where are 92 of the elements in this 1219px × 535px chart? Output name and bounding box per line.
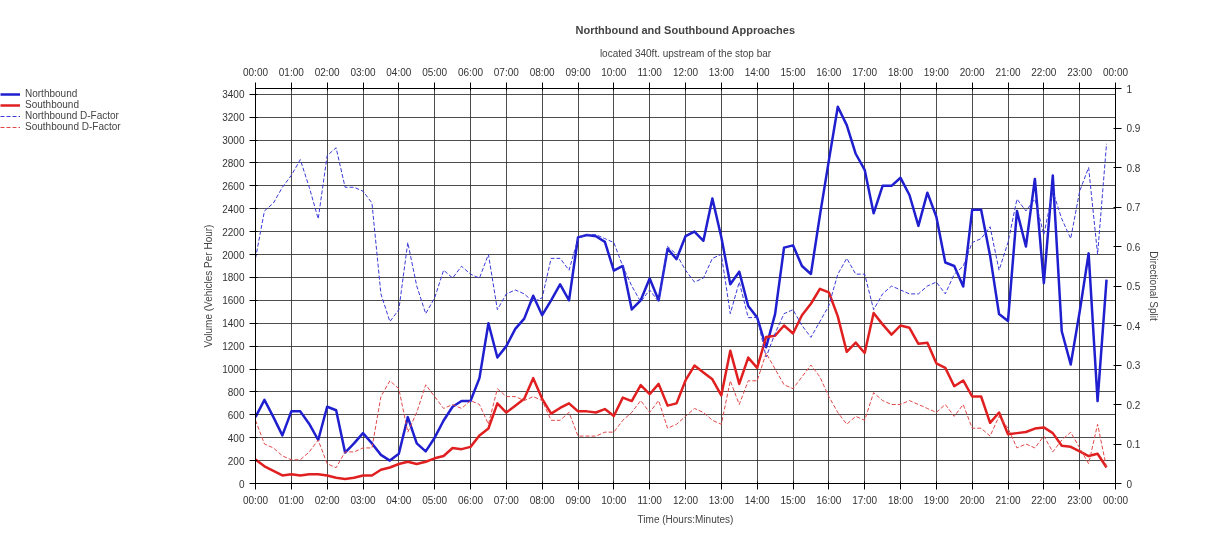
- x2-tick-label: 01:00: [278, 66, 305, 78]
- y2-tick-label: 0.5: [1126, 281, 1141, 292]
- x2-tick-label: 04:00: [386, 66, 412, 78]
- y-tick-label: 200: [227, 455, 245, 467]
- x-tick-label: 12:00: [672, 494, 699, 506]
- x2-tick-label: 14:00: [744, 66, 771, 78]
- legend-label: Southbound: [25, 99, 79, 110]
- x-tick-label: 19:00: [923, 494, 950, 506]
- x2-tick-label: 12:00: [672, 66, 699, 78]
- x2-tick-label: 16:00: [816, 66, 842, 78]
- x-tick-label: 10:00: [601, 494, 627, 506]
- y2-tick-label: 0.1: [1126, 439, 1141, 450]
- y-tick-label: 2800: [222, 157, 245, 169]
- x-tick-label: 13:00: [708, 494, 735, 506]
- x-tick-label: 14:00: [744, 494, 771, 506]
- x2-tick-label: 03:00: [350, 66, 376, 78]
- line-series: [255, 143, 1108, 358]
- x-tick-label: 22:00: [1031, 494, 1057, 506]
- x2-tick-label: 23:00: [1067, 66, 1093, 78]
- y2-tick-label: 0.6: [1126, 241, 1141, 253]
- x-tick-label: 11:00: [637, 494, 663, 506]
- x-tick-label: 20:00: [959, 494, 986, 506]
- x2-tick-label: 22:00: [1031, 66, 1057, 78]
- y-tick-label: 1200: [222, 341, 245, 353]
- x-tick-label: 16:00: [816, 494, 842, 506]
- line-series: [255, 352, 1108, 469]
- y-tick-label: 0: [238, 478, 245, 490]
- x2-tick-label: 09:00: [565, 66, 591, 78]
- y2-tick-label: 0.4: [1126, 320, 1141, 332]
- y-tick-label: 3000: [222, 135, 245, 147]
- x2-tick-label: 07:00: [493, 66, 520, 78]
- y2-tick-label: 0.2: [1126, 399, 1141, 411]
- x2-tick-label: 19:00: [923, 66, 950, 78]
- y-tick-label: 2000: [222, 249, 245, 261]
- x2-tick-label: 18:00: [887, 66, 914, 78]
- y-tick-label: 2600: [222, 180, 245, 192]
- line-series: [255, 105, 1108, 462]
- x2-tick-label: 06:00: [457, 66, 484, 78]
- x-axis-title: Time (Hours:Minutes): [637, 513, 734, 525]
- x2-tick-label: 11:00: [637, 66, 663, 78]
- chart-title: Northbound and Southbound Approaches: [575, 23, 796, 36]
- y-tick-label: 400: [227, 432, 245, 444]
- x-tick-label: 23:00: [1067, 494, 1093, 506]
- y-tick-label: 1600: [222, 295, 245, 307]
- y2-tick-label: 0.7: [1126, 202, 1141, 213]
- x-tick-label: 21:00: [995, 494, 1021, 506]
- x2-tick-label: 21:00: [995, 66, 1021, 78]
- x-tick-label: 00:00: [242, 494, 269, 506]
- x2-tick-label: 10:00: [601, 66, 627, 78]
- x-tick-label: 04:00: [386, 494, 412, 506]
- x-tick-label: 00:00: [1102, 494, 1129, 506]
- legend-label: Northbound D-Factor: [25, 110, 119, 121]
- y-tick-label: 800: [227, 386, 245, 398]
- x2-tick-label: 02:00: [314, 66, 341, 78]
- x-tick-label: 18:00: [887, 494, 914, 506]
- x-tick-label: 06:00: [457, 494, 484, 506]
- y2-tick-label: 0.9: [1126, 123, 1141, 134]
- y-tick-label: 2200: [222, 226, 245, 238]
- x2-tick-label: 00:00: [242, 66, 269, 78]
- y-tick-label: 3400: [222, 89, 245, 101]
- y-tick-label: 1000: [222, 364, 245, 376]
- x-tick-label: 15:00: [780, 494, 806, 506]
- y2-tick-label: 1: [1126, 83, 1133, 95]
- legend-label: Southbound D-Factor: [25, 121, 121, 132]
- chart-subtitle: located 340ft. upstream of the stop bar: [599, 47, 772, 59]
- x-tick-label: 09:00: [565, 494, 591, 506]
- x2-tick-label: 15:00: [780, 66, 806, 78]
- y2-tick-label: 0: [1126, 478, 1133, 490]
- x-tick-label: 05:00: [422, 494, 448, 506]
- x-tick-label: 07:00: [493, 494, 520, 506]
- line-series: [255, 287, 1108, 481]
- legend-label: Northbound: [25, 88, 78, 99]
- y2-axis-title: Directional Split: [1148, 251, 1160, 321]
- x2-tick-label: 20:00: [959, 66, 986, 78]
- y-tick-label: 1400: [222, 318, 245, 330]
- x2-tick-label: 08:00: [529, 66, 556, 78]
- x2-tick-label: 05:00: [422, 66, 448, 78]
- x2-tick-label: 00:00: [1102, 66, 1129, 78]
- y2-tick-label: 0.8: [1126, 162, 1141, 174]
- x-tick-label: 03:00: [350, 494, 376, 506]
- y-tick-label: 1800: [222, 272, 245, 284]
- x-tick-label: 02:00: [314, 494, 341, 506]
- y-tick-label: 3200: [222, 112, 245, 124]
- x2-tick-label: 17:00: [852, 66, 878, 78]
- x2-tick-label: 13:00: [708, 66, 735, 78]
- x-tick-label: 08:00: [529, 494, 556, 506]
- y-tick-label: 600: [227, 409, 245, 421]
- y2-tick-label: 0.3: [1126, 360, 1141, 371]
- x-tick-label: 17:00: [852, 494, 878, 506]
- x-tick-label: 01:00: [278, 494, 305, 506]
- y-tick-label: 2400: [222, 203, 245, 215]
- y-axis-title: Volume (Vehicles Per Hour): [203, 224, 215, 348]
